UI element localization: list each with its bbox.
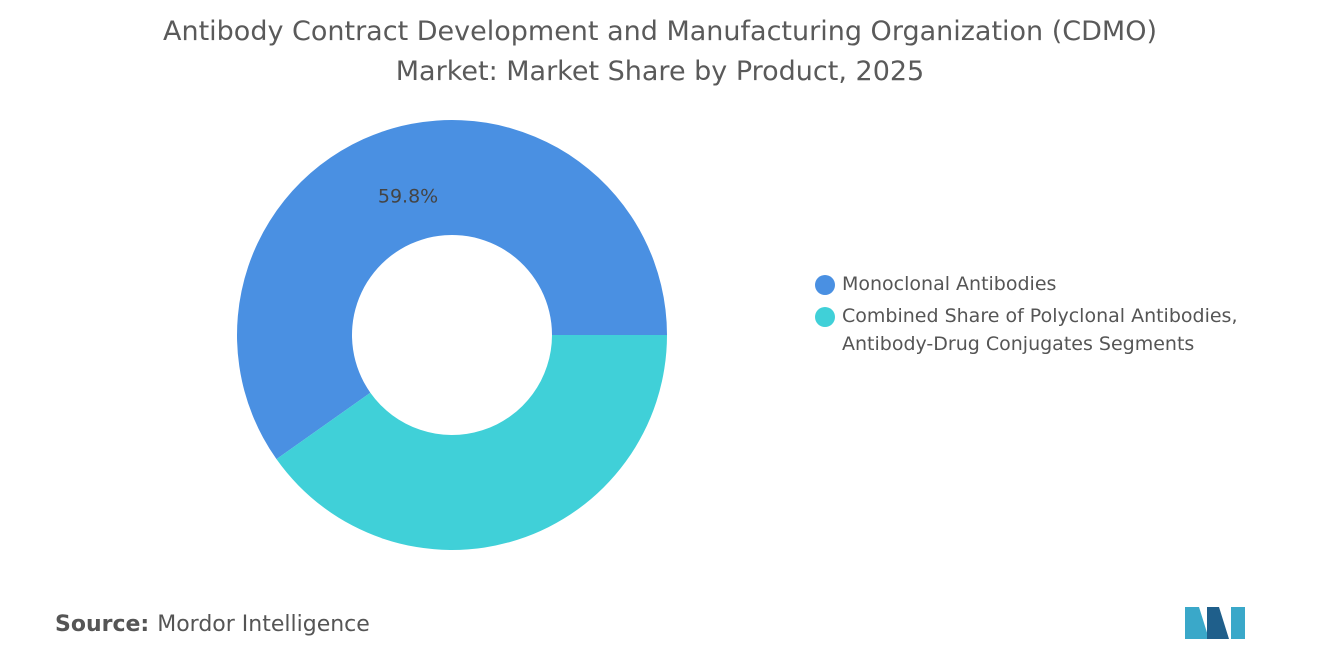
source-text: Mordor Intelligence xyxy=(157,612,370,637)
donut-slice xyxy=(276,335,667,550)
legend: Monoclonal Antibodies Combined Share of P… xyxy=(812,270,1272,362)
chart-title: Antibody Contract Development and Manufa… xyxy=(162,16,1158,87)
legend-item: Monoclonal Antibodies xyxy=(812,270,1272,298)
chart: 59.8% xyxy=(237,120,667,550)
source-label: Source: xyxy=(55,612,150,637)
legend-label: Monoclonal Antibodies xyxy=(842,273,1057,295)
logo xyxy=(1185,607,1245,639)
source: Source: Mordor Intelligence xyxy=(55,612,370,637)
legend-swatch xyxy=(815,307,835,327)
donut-slice xyxy=(237,120,667,460)
legend-label: Combined Share of Polyclonal Antibodies,… xyxy=(842,305,1238,355)
legend-swatch xyxy=(815,275,835,295)
data-label: 59.8% xyxy=(378,185,438,207)
legend-item: Combined Share of Polyclonal Antibodies,… xyxy=(812,302,1272,358)
